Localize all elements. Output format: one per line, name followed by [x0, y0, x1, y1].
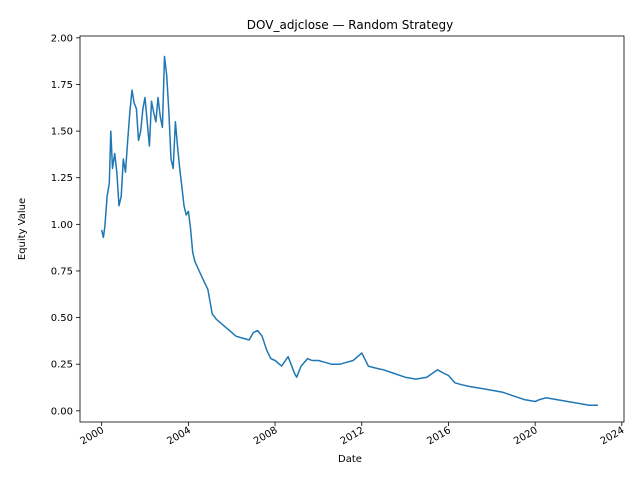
x-tick-label: 2008	[252, 425, 280, 447]
axes-frame	[79, 35, 625, 423]
chart-title: DOV_adjclose — Random Strategy	[247, 18, 453, 32]
y-tick-label: 1.25	[51, 173, 73, 184]
y-tick-label: 0.25	[51, 360, 73, 371]
x-tick-label: 2000	[79, 425, 107, 447]
y-tick-label: 1.50	[51, 127, 73, 138]
y-axis: 0.00 0.25 0.50 0.75 1.00 1.25 1.50 1.75 2.00	[51, 33, 80, 417]
x-tick-label: 2016	[425, 425, 453, 447]
plot-area	[100, 55, 598, 406]
y-tick-label: 2.00	[51, 33, 73, 44]
x-tick-label: 2004	[165, 425, 193, 447]
x-axis-label: Date	[338, 454, 362, 465]
y-tick-label: 1.00	[51, 220, 73, 231]
equity-series-line	[100, 55, 598, 406]
x-tick-label: 2024	[599, 425, 627, 447]
x-tick-label: 2012	[339, 425, 367, 447]
y-axis-label: Equity Value	[17, 198, 28, 260]
x-axis: 2000 2004 2008 2012 2016 2020 2024	[79, 422, 627, 447]
y-tick-label: 0.00	[51, 406, 73, 417]
y-tick-label: 0.50	[51, 313, 73, 324]
y-tick-label: 1.75	[51, 80, 73, 91]
x-tick-label: 2020	[512, 425, 540, 447]
y-tick-label: 0.75	[51, 266, 73, 277]
